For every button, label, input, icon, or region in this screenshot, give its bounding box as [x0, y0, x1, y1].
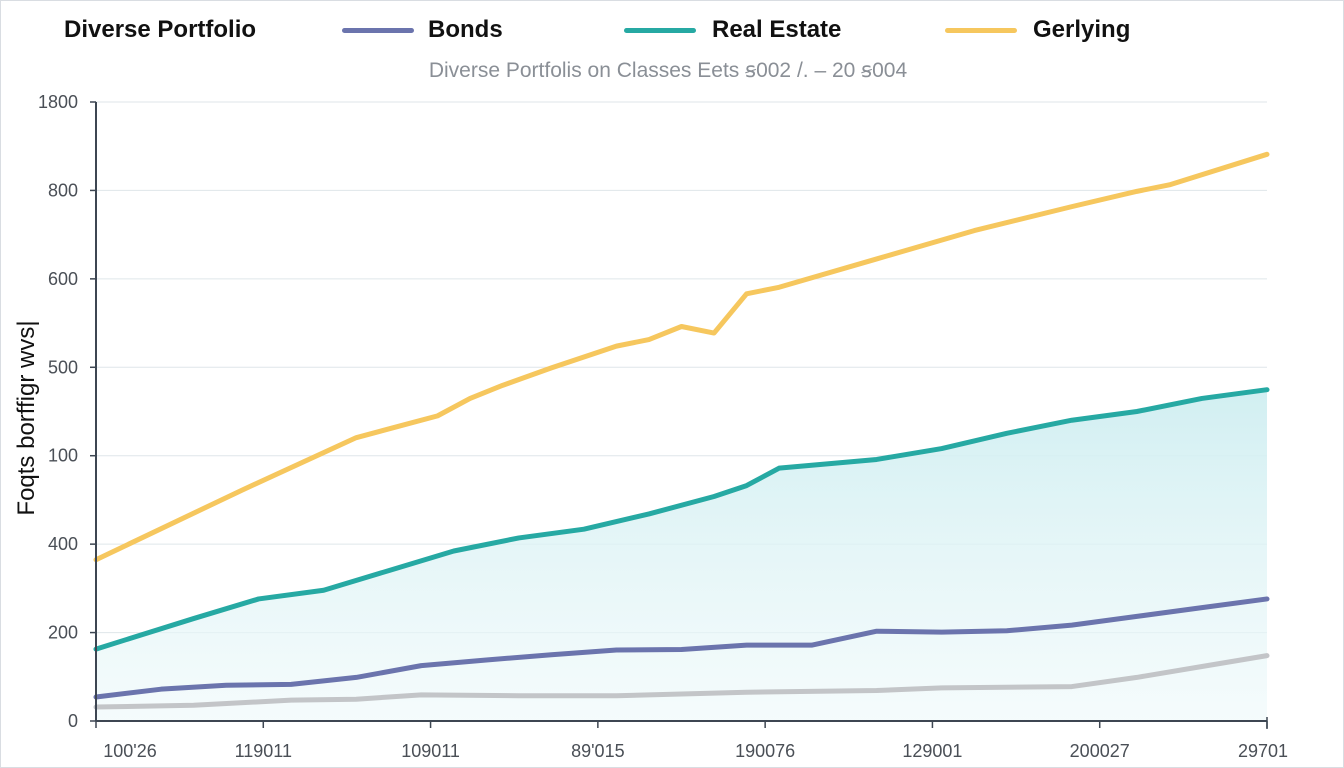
- x-tick-label: 29701: [1238, 741, 1288, 761]
- y-tick-label: 100: [48, 446, 78, 466]
- y-tick-label: 1800: [38, 92, 78, 112]
- y-tick-label: 400: [48, 534, 78, 554]
- legend-label-gerlying: Gerlying: [1033, 16, 1131, 43]
- y-tick-label: 500: [48, 357, 78, 377]
- x-tick-label: 119011: [235, 741, 292, 761]
- legend-swatch-real-estate: [624, 28, 696, 33]
- y-tick-label: 200: [48, 623, 78, 643]
- y-tick-label: 800: [48, 180, 78, 200]
- x-tick-label: 129001: [902, 741, 962, 761]
- y-tick-label: 0: [68, 711, 78, 731]
- chart-subtitle: Diverse Portfolis on Classes Eets ꞩ002 /…: [428, 59, 908, 82]
- legend-swatch-gerlying: [945, 28, 1017, 33]
- legend-label-bonds: Bonds: [428, 16, 503, 43]
- y-tick-label: 600: [48, 269, 78, 289]
- chart-title: Diverse Portfolio: [64, 16, 257, 43]
- x-tick-label: 190076: [735, 741, 795, 761]
- series-line-real-estate: [93, 387, 1270, 652]
- x-tick-label: 89'015: [571, 741, 625, 761]
- series-line-bonds: [93, 596, 1270, 700]
- x-tick-label: 100'26: [103, 741, 157, 761]
- legend-label-real-estate: Real Estate: [712, 16, 842, 43]
- series-line-unlabeled: [93, 653, 1270, 710]
- series-line-gerlying: [93, 151, 1270, 563]
- legend-swatch-bonds: [342, 28, 414, 33]
- x-tick-label: 200027: [1070, 741, 1130, 761]
- x-tick-label: 109011: [401, 741, 460, 761]
- series-area-real-estate: [96, 389, 1267, 721]
